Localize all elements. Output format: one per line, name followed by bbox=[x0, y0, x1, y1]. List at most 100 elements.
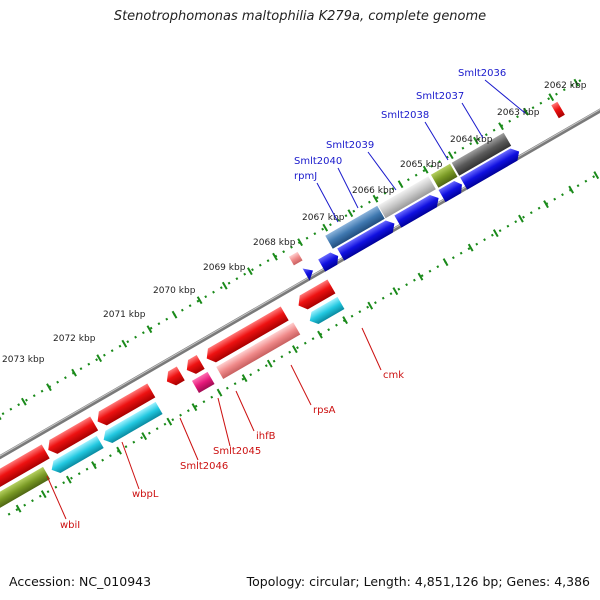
top-gene-label: Smlt2040 bbox=[294, 156, 342, 167]
inner-axis-tick bbox=[266, 359, 273, 368]
inner-axis-tick bbox=[492, 229, 499, 238]
gene-leader-line bbox=[121, 441, 140, 490]
outer-axis-tick bbox=[0, 412, 2, 421]
kbp-tick-label: 2069 kbp bbox=[203, 263, 246, 273]
outer-axis-tick bbox=[146, 325, 153, 334]
inner-axis-tick bbox=[15, 504, 22, 513]
blue-gene-e bbox=[318, 252, 339, 272]
red-gene-4 bbox=[166, 366, 185, 386]
blue-gene-b bbox=[438, 180, 462, 203]
inner-axis-tick bbox=[91, 461, 97, 470]
gene-leader-line bbox=[46, 475, 67, 520]
smlt2036-gene bbox=[451, 132, 512, 176]
edge-red-fragment bbox=[551, 101, 565, 119]
outer-axis-tick bbox=[20, 397, 27, 406]
bottom-gene-label: wbpL bbox=[132, 489, 159, 500]
outer-axis-tick bbox=[46, 383, 52, 392]
inner-dotted-axis bbox=[7, 153, 600, 516]
inner-axis-tick bbox=[518, 214, 524, 223]
inner-axis-tick bbox=[216, 388, 223, 397]
outer-axis-tick bbox=[447, 151, 454, 160]
reverse-strand-second-row bbox=[0, 296, 345, 512]
outer-axis-tick bbox=[121, 339, 128, 348]
reverse-strand-red-genes bbox=[0, 279, 336, 497]
forward-strand-genes bbox=[288, 101, 565, 266]
outer-axis-tick bbox=[498, 122, 504, 131]
kbp-tick-label: 2068 kbp bbox=[253, 238, 296, 248]
blue-gene-d bbox=[337, 220, 395, 261]
inner-axis-tick bbox=[317, 330, 323, 339]
cyan-gene-cmk bbox=[309, 296, 345, 324]
red-gene-5 bbox=[186, 355, 205, 374]
ihfb-gene bbox=[191, 371, 215, 393]
inner-axis-tick bbox=[40, 490, 47, 499]
outer-axis-tick bbox=[171, 310, 178, 319]
inner-axis-tick bbox=[442, 258, 449, 267]
kbp-tick-label: 2066 kbp bbox=[352, 186, 395, 196]
outer-axis-tick bbox=[523, 107, 530, 116]
outer-axis-tick bbox=[247, 267, 253, 276]
outer-axis-tick bbox=[422, 165, 429, 174]
gene-leader-line bbox=[424, 121, 449, 161]
top-gene-label: Smlt2038 bbox=[381, 110, 429, 121]
bottom-gene-label: wbiI bbox=[60, 520, 80, 531]
smlt2039-gene bbox=[325, 205, 385, 249]
blue-gene-a bbox=[460, 148, 520, 190]
gene-leader-line bbox=[367, 151, 397, 191]
outer-axis-tick bbox=[397, 180, 404, 189]
red-gene-2 bbox=[48, 416, 99, 454]
kbp-tick-label: 2067 kbp bbox=[302, 213, 345, 223]
rpmj-gene bbox=[288, 251, 303, 266]
accession-label: Accession: NC_010943 bbox=[9, 574, 152, 589]
bottom-gene-label: cmk bbox=[383, 370, 404, 381]
top-gene-label: rpmJ bbox=[294, 171, 317, 182]
smlt2046-gene bbox=[103, 401, 163, 443]
gene-leader-line bbox=[361, 327, 382, 371]
top-gene-label: Smlt2037 bbox=[416, 91, 464, 102]
wbpl-gene bbox=[51, 435, 104, 473]
kbp-tick-label: 2070 kbp bbox=[153, 286, 196, 296]
inner-axis-tick bbox=[568, 185, 575, 194]
outer-axis-tick bbox=[473, 136, 479, 145]
kbp-tick-label: 2063 kbp bbox=[497, 108, 540, 118]
red-gene-1 bbox=[0, 444, 50, 497]
inner-axis-tick bbox=[292, 345, 298, 354]
inner-axis-tick bbox=[191, 403, 198, 412]
outer-axis-tick bbox=[347, 209, 354, 218]
kbp-tick-label: 2072 kbp bbox=[53, 334, 96, 344]
figure-title: Stenotrophomonas maltophilia K279a, comp… bbox=[113, 9, 487, 24]
kbp-tick-label: 2062 kbp bbox=[544, 81, 587, 91]
gene-leader-line bbox=[179, 417, 199, 461]
outer-axis-tick bbox=[71, 368, 77, 377]
bottom-gene-label: ihfB bbox=[256, 431, 276, 442]
middle-strand-genes bbox=[302, 148, 520, 281]
outer-axis-tick bbox=[221, 281, 228, 290]
kbp-tick-label: 2065 kbp bbox=[400, 160, 443, 170]
red-gene-3 bbox=[97, 383, 156, 426]
inner-axis-tick bbox=[392, 287, 399, 296]
outer-axis-tick bbox=[372, 194, 379, 203]
gene-leader-line bbox=[235, 390, 255, 432]
gene-leader-line bbox=[484, 79, 526, 114]
inner-axis-tick bbox=[417, 272, 424, 281]
smlt2038-gene bbox=[378, 176, 436, 219]
gene-leader-line bbox=[217, 397, 231, 447]
outer-axis-tick bbox=[96, 354, 103, 363]
genome-summary-label: Topology: circular; Length: 4,851,126 bp… bbox=[246, 574, 590, 589]
inner-axis-tick bbox=[342, 316, 348, 325]
inner-axis-tick bbox=[65, 475, 72, 484]
blue-gene-f bbox=[302, 268, 314, 281]
gene-leader-line bbox=[316, 182, 339, 223]
inner-axis-tick bbox=[367, 301, 374, 310]
bottom-gene-label: Smlt2045 bbox=[213, 446, 261, 457]
cmk-gene bbox=[298, 279, 336, 310]
inner-axis-tick bbox=[593, 171, 600, 180]
outer-axis-tick bbox=[548, 93, 555, 102]
outer-axis-tick bbox=[297, 238, 303, 247]
gene-leader-line bbox=[290, 364, 312, 406]
inner-axis-tick bbox=[141, 432, 148, 441]
bottom-gene-label: Smlt2046 bbox=[180, 461, 228, 472]
outer-axis-tick bbox=[573, 78, 580, 87]
outer-axis-tick bbox=[322, 223, 329, 232]
